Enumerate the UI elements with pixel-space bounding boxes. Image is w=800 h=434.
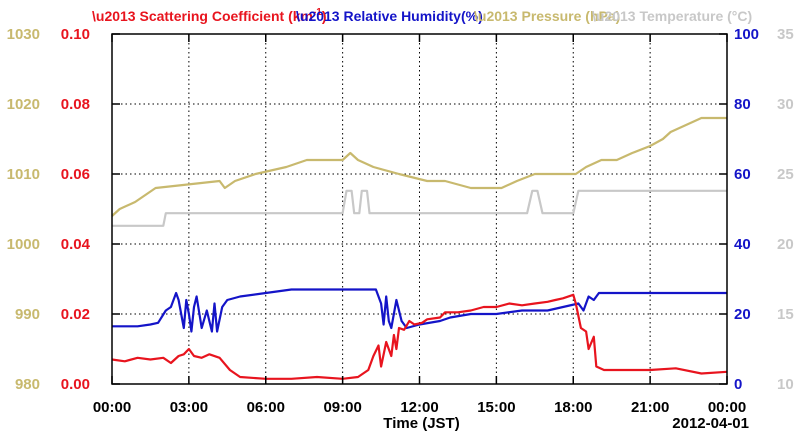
- axis-ticks: [111, 33, 728, 385]
- x-tick-label: 00:00: [708, 399, 746, 416]
- temperature-tick-label: 25: [777, 166, 794, 183]
- x-tick-label: 21:00: [631, 399, 669, 416]
- humidity-tick-label: 40: [734, 236, 751, 253]
- pressure-tick-label: 1000: [7, 236, 40, 253]
- temperature-tick-label: 30: [777, 96, 794, 113]
- legend-temperature-dash: \u2013: [592, 8, 639, 24]
- scattering-tick-label: 0.04: [61, 236, 91, 253]
- temperature-tick-label: 35: [777, 26, 794, 43]
- date-label: 2012-04-01: [672, 415, 749, 432]
- legend-temperature: \u2013 Temperature (°C): [592, 8, 752, 24]
- pressure-tick-label: 1010: [7, 166, 40, 183]
- temperature-tick-label: 15: [777, 306, 794, 323]
- temperature-tick-label: 20: [777, 236, 794, 253]
- x-tick-label: 03:00: [170, 399, 208, 416]
- legend-scattering-close: ): [322, 8, 327, 24]
- legend-pressure: \u2013 Pressure (hPa): [474, 8, 620, 24]
- humidity-tick-label: 20: [734, 306, 751, 323]
- legend-humidity-dash: \u2013: [296, 8, 343, 24]
- pressure-tick-label: 1020: [7, 96, 40, 113]
- humidity-tick-label: 60: [734, 166, 751, 183]
- axis-tick-labels: 00:00 03:00 06:00 09:00 12:00 15:00 18:00 21:00…: [7, 26, 794, 416]
- pressure-tick-label: 990: [15, 306, 40, 323]
- humidity-tick-label: 80: [734, 96, 751, 113]
- legend-humidity: \u2013 Relative Humidity(%): [296, 8, 483, 24]
- legend-scattering: \u2013 Scattering Coefficient (km-1): [92, 7, 327, 24]
- grid: [112, 34, 727, 384]
- scattering-tick-label: 0.06: [61, 166, 90, 183]
- legend-scattering-sup: -1: [313, 7, 322, 18]
- humidity-tick-label: 100: [734, 26, 759, 43]
- x-tick-label: 18:00: [554, 399, 592, 416]
- humidity-tick-label: 0: [734, 376, 742, 393]
- scattering-tick-label: 0.10: [61, 26, 90, 43]
- x-tick-label: 12:00: [400, 399, 438, 416]
- pressure-tick-label: 980: [15, 376, 40, 393]
- series-line-scattering: [111, 293, 728, 380]
- series-line-humidity: [112, 288, 727, 333]
- legend-pressure-dash: \u2013: [474, 8, 521, 24]
- legend-humidity-label: Relative Humidity(%): [343, 8, 482, 24]
- x-tick-label: 09:00: [323, 399, 361, 416]
- x-tick-label: 00:00: [93, 399, 131, 416]
- legend-pressure-label: Pressure (hPa): [521, 8, 620, 24]
- x-tick-label: 06:00: [247, 399, 285, 416]
- x-tick-label: 15:00: [477, 399, 515, 416]
- scattering-tick-label: 0.08: [61, 96, 90, 113]
- legend-scattering-label: Scattering Coefficient (km: [139, 8, 312, 24]
- series-line-pressure: [111, 116, 727, 217]
- x-axis-title: Time (JST): [383, 415, 459, 432]
- scattering-tick-label: 0.02: [61, 306, 90, 323]
- temperature-tick-label: 10: [777, 376, 794, 393]
- series-line-temperature: [112, 189, 727, 227]
- legend-scattering-dash: \u2013: [92, 8, 139, 24]
- legend-temperature-label: Temperature (°C): [639, 8, 752, 24]
- pressure-tick-label: 1030: [7, 26, 40, 43]
- scattering-tick-label: 0.00: [61, 376, 90, 393]
- legend: \u2013 Scattering Coefficient (km-1) \u2…: [92, 7, 752, 24]
- series-group: [111, 116, 728, 380]
